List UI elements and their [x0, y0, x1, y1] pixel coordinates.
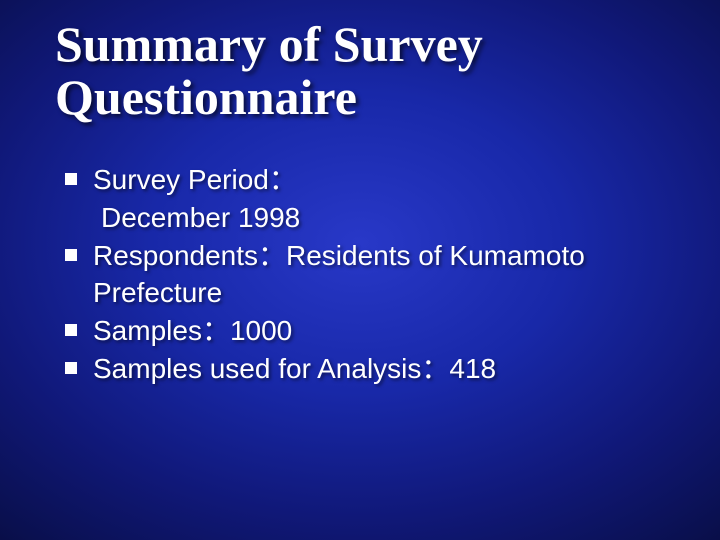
list-item-subline: December 1998: [65, 199, 665, 237]
list-item-text: Respondents：Residents of Kumamoto Prefec…: [93, 237, 665, 313]
square-bullet-icon: [65, 324, 77, 336]
list-item: Respondents：Residents of Kumamoto Prefec…: [65, 237, 665, 313]
list-item-text: Samples：1000: [93, 312, 665, 350]
list-item-text: Samples used for Analysis：418: [93, 350, 665, 388]
content-area: Survey Period： December 1998 Respondents…: [55, 161, 665, 388]
list-item: Samples：1000: [65, 312, 665, 350]
list-item-text: Survey Period：: [93, 161, 665, 199]
slide: Summary of Survey Questionnaire Survey P…: [0, 0, 720, 540]
square-bullet-icon: [65, 249, 77, 261]
slide-title: Summary of Survey Questionnaire: [55, 18, 665, 123]
list-item: Samples used for Analysis：418: [65, 350, 665, 388]
list-item: Survey Period：: [65, 161, 665, 199]
square-bullet-icon: [65, 173, 77, 185]
square-bullet-icon: [65, 362, 77, 374]
